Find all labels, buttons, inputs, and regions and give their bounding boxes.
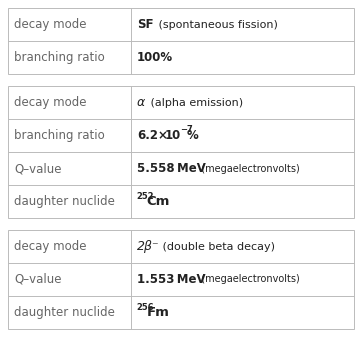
Text: Cm: Cm: [147, 195, 170, 208]
Text: (alpha emission): (alpha emission): [147, 97, 243, 108]
Text: Q–value: Q–value: [14, 273, 62, 286]
Text: decay mode: decay mode: [14, 18, 87, 31]
Text: decay mode: decay mode: [14, 240, 87, 253]
Bar: [8, 230, 354, 329]
Text: 1.553 MeV: 1.553 MeV: [137, 273, 206, 286]
Text: Q–value: Q–value: [14, 162, 62, 175]
Text: (double beta decay): (double beta decay): [159, 242, 275, 252]
Text: decay mode: decay mode: [14, 96, 87, 109]
Text: (megaelectronvolts): (megaelectronvolts): [195, 164, 300, 174]
Text: branching ratio: branching ratio: [14, 129, 105, 142]
Text: α: α: [137, 96, 145, 109]
Text: daughter nuclide: daughter nuclide: [14, 306, 115, 319]
Text: (megaelectronvolts): (megaelectronvolts): [195, 275, 300, 285]
Text: 100%: 100%: [137, 51, 173, 64]
Text: 2β⁻: 2β⁻: [137, 240, 159, 253]
Text: Fm: Fm: [147, 306, 170, 319]
Text: 5.558 MeV: 5.558 MeV: [137, 162, 206, 175]
Text: SF: SF: [137, 18, 153, 31]
Bar: [8, 86, 354, 218]
Text: daughter nuclide: daughter nuclide: [14, 195, 115, 208]
Text: 252: 252: [137, 192, 155, 201]
Bar: [8, 8, 354, 74]
Text: −7: −7: [180, 125, 193, 134]
Text: 6.2×: 6.2×: [137, 129, 168, 142]
Text: 10: 10: [165, 129, 181, 142]
Text: branching ratio: branching ratio: [14, 51, 105, 64]
Text: 256: 256: [137, 303, 155, 312]
Text: %: %: [187, 129, 199, 142]
Text: (spontaneous fission): (spontaneous fission): [155, 19, 278, 30]
